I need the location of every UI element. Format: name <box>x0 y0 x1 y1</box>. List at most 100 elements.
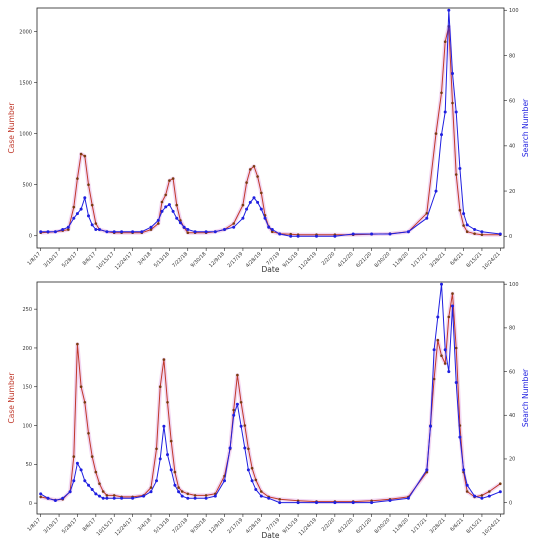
left-y-tick-label: 200 <box>22 346 32 352</box>
search-data-point <box>131 230 135 234</box>
search-data-point <box>440 133 443 137</box>
search-data-point <box>72 479 76 483</box>
search-data-point <box>278 501 282 505</box>
case-data-point <box>173 470 177 474</box>
search-data-point <box>473 494 477 498</box>
case-data-point <box>260 191 263 195</box>
search-data-point <box>166 453 169 457</box>
search-data-point <box>434 189 438 193</box>
left-y-tick-label: 0 <box>29 234 32 240</box>
case-data-point <box>480 494 484 497</box>
x-tick-label: 1/8/17 <box>26 517 42 533</box>
search-data-point <box>315 234 318 238</box>
search-data-point <box>232 413 236 417</box>
x-tick-label: 1/8/17 <box>26 251 42 267</box>
search-data-point <box>158 457 162 461</box>
case-data-point <box>434 132 438 135</box>
search-data-point <box>94 228 98 231</box>
x-tick-label: 8/15/21 <box>465 251 483 269</box>
case-data-point <box>443 362 447 365</box>
search-data-point <box>53 499 57 502</box>
x-tick-label: 1/17/21 <box>410 251 428 269</box>
x-tick-label: 8/30/20 <box>374 517 392 535</box>
search-data-point <box>370 501 374 505</box>
search-data-point <box>278 232 282 236</box>
x-tick-label: 10/15/17 <box>96 517 116 537</box>
search-data-point <box>105 496 109 500</box>
case-data-point <box>204 494 208 497</box>
search-data-point <box>473 228 477 231</box>
x-tick-label: 7/22/18 <box>171 251 189 269</box>
right-y-tick-label: 20 <box>509 457 515 463</box>
search-data-point <box>498 232 502 236</box>
case-data-point <box>440 91 443 95</box>
search-data-point <box>462 468 466 472</box>
left-y-tick-label: 100 <box>22 423 32 429</box>
right-y-tick-label: 20 <box>509 189 515 195</box>
x-tick-label: 11/24/19 <box>298 517 318 537</box>
search-data-point <box>465 223 469 227</box>
x-tick-label: 9/15/19 <box>282 517 300 535</box>
case-data-point <box>488 490 491 493</box>
x-tick-label: 3/19/17 <box>43 517 61 535</box>
search-data-point <box>46 230 50 234</box>
search-data-point <box>235 402 239 406</box>
case-data-point <box>171 177 175 180</box>
case-data-point <box>160 200 164 204</box>
search-data-point <box>149 490 153 494</box>
x-tick-label: 2/2/20 <box>321 251 337 267</box>
search-data-point <box>79 468 83 472</box>
search-data-point <box>98 228 101 231</box>
right-y-tick-label: 80 <box>509 53 515 59</box>
case-data-point <box>193 494 197 497</box>
search-data-point <box>388 232 392 236</box>
case-data-point <box>186 492 190 496</box>
search-data-point <box>480 230 484 234</box>
x-tick-label: 5/28/17 <box>61 251 79 269</box>
search-data-point <box>87 214 90 218</box>
search-data-point <box>186 228 190 231</box>
left-y-tick-label: 0 <box>29 501 32 507</box>
search-data-point <box>72 216 76 220</box>
search-data-point <box>83 196 87 200</box>
search-data-point <box>169 468 173 472</box>
x-tick-label: 11/8/20 <box>392 251 410 269</box>
top-chart-panel: 0 500 1000 1500 2000 0 20 40 60 80 100 1/8/17 3/19/1… <box>7 7 530 274</box>
x-tick-label: 5/13/18 <box>153 517 171 535</box>
x-tick-label: 3/19/17 <box>43 251 61 269</box>
search-data-point <box>252 196 256 200</box>
search-data-point <box>178 221 182 225</box>
case-data-point <box>473 232 476 235</box>
case-data-point <box>76 342 79 346</box>
case-data-point <box>101 490 105 493</box>
case-data-point <box>90 203 94 207</box>
case-data-point <box>440 354 443 358</box>
x-tick-label: 5/28/17 <box>61 517 79 535</box>
x-tick-label: 5/13/18 <box>153 251 171 269</box>
right-y-tick-label: 40 <box>509 413 515 419</box>
case-data-point <box>278 498 282 501</box>
search-data-point <box>480 496 484 500</box>
case-data-point <box>72 455 76 458</box>
left-y-tick-label: 50 <box>26 462 32 468</box>
search-data-point <box>228 446 232 450</box>
search-data-point <box>436 315 440 319</box>
case-data-point <box>451 101 454 105</box>
case-data-point <box>443 40 447 43</box>
search-data-point <box>101 496 105 500</box>
case-data-point <box>87 432 90 435</box>
search-data-point <box>270 228 274 231</box>
search-data-point <box>267 496 271 500</box>
x-tick-label: 8/6/17 <box>82 517 98 533</box>
search-data-point <box>177 490 181 494</box>
search-data-point <box>120 496 124 500</box>
case-data-point <box>157 222 160 225</box>
case-data-point <box>436 338 440 342</box>
search-data-point <box>204 230 208 234</box>
search-data-point <box>61 228 65 231</box>
search-data-point <box>149 225 153 229</box>
x-tick-label: 12/9/18 <box>208 517 226 535</box>
search-data-point <box>87 483 90 487</box>
x-tick-label: 4/28/19 <box>245 517 263 535</box>
